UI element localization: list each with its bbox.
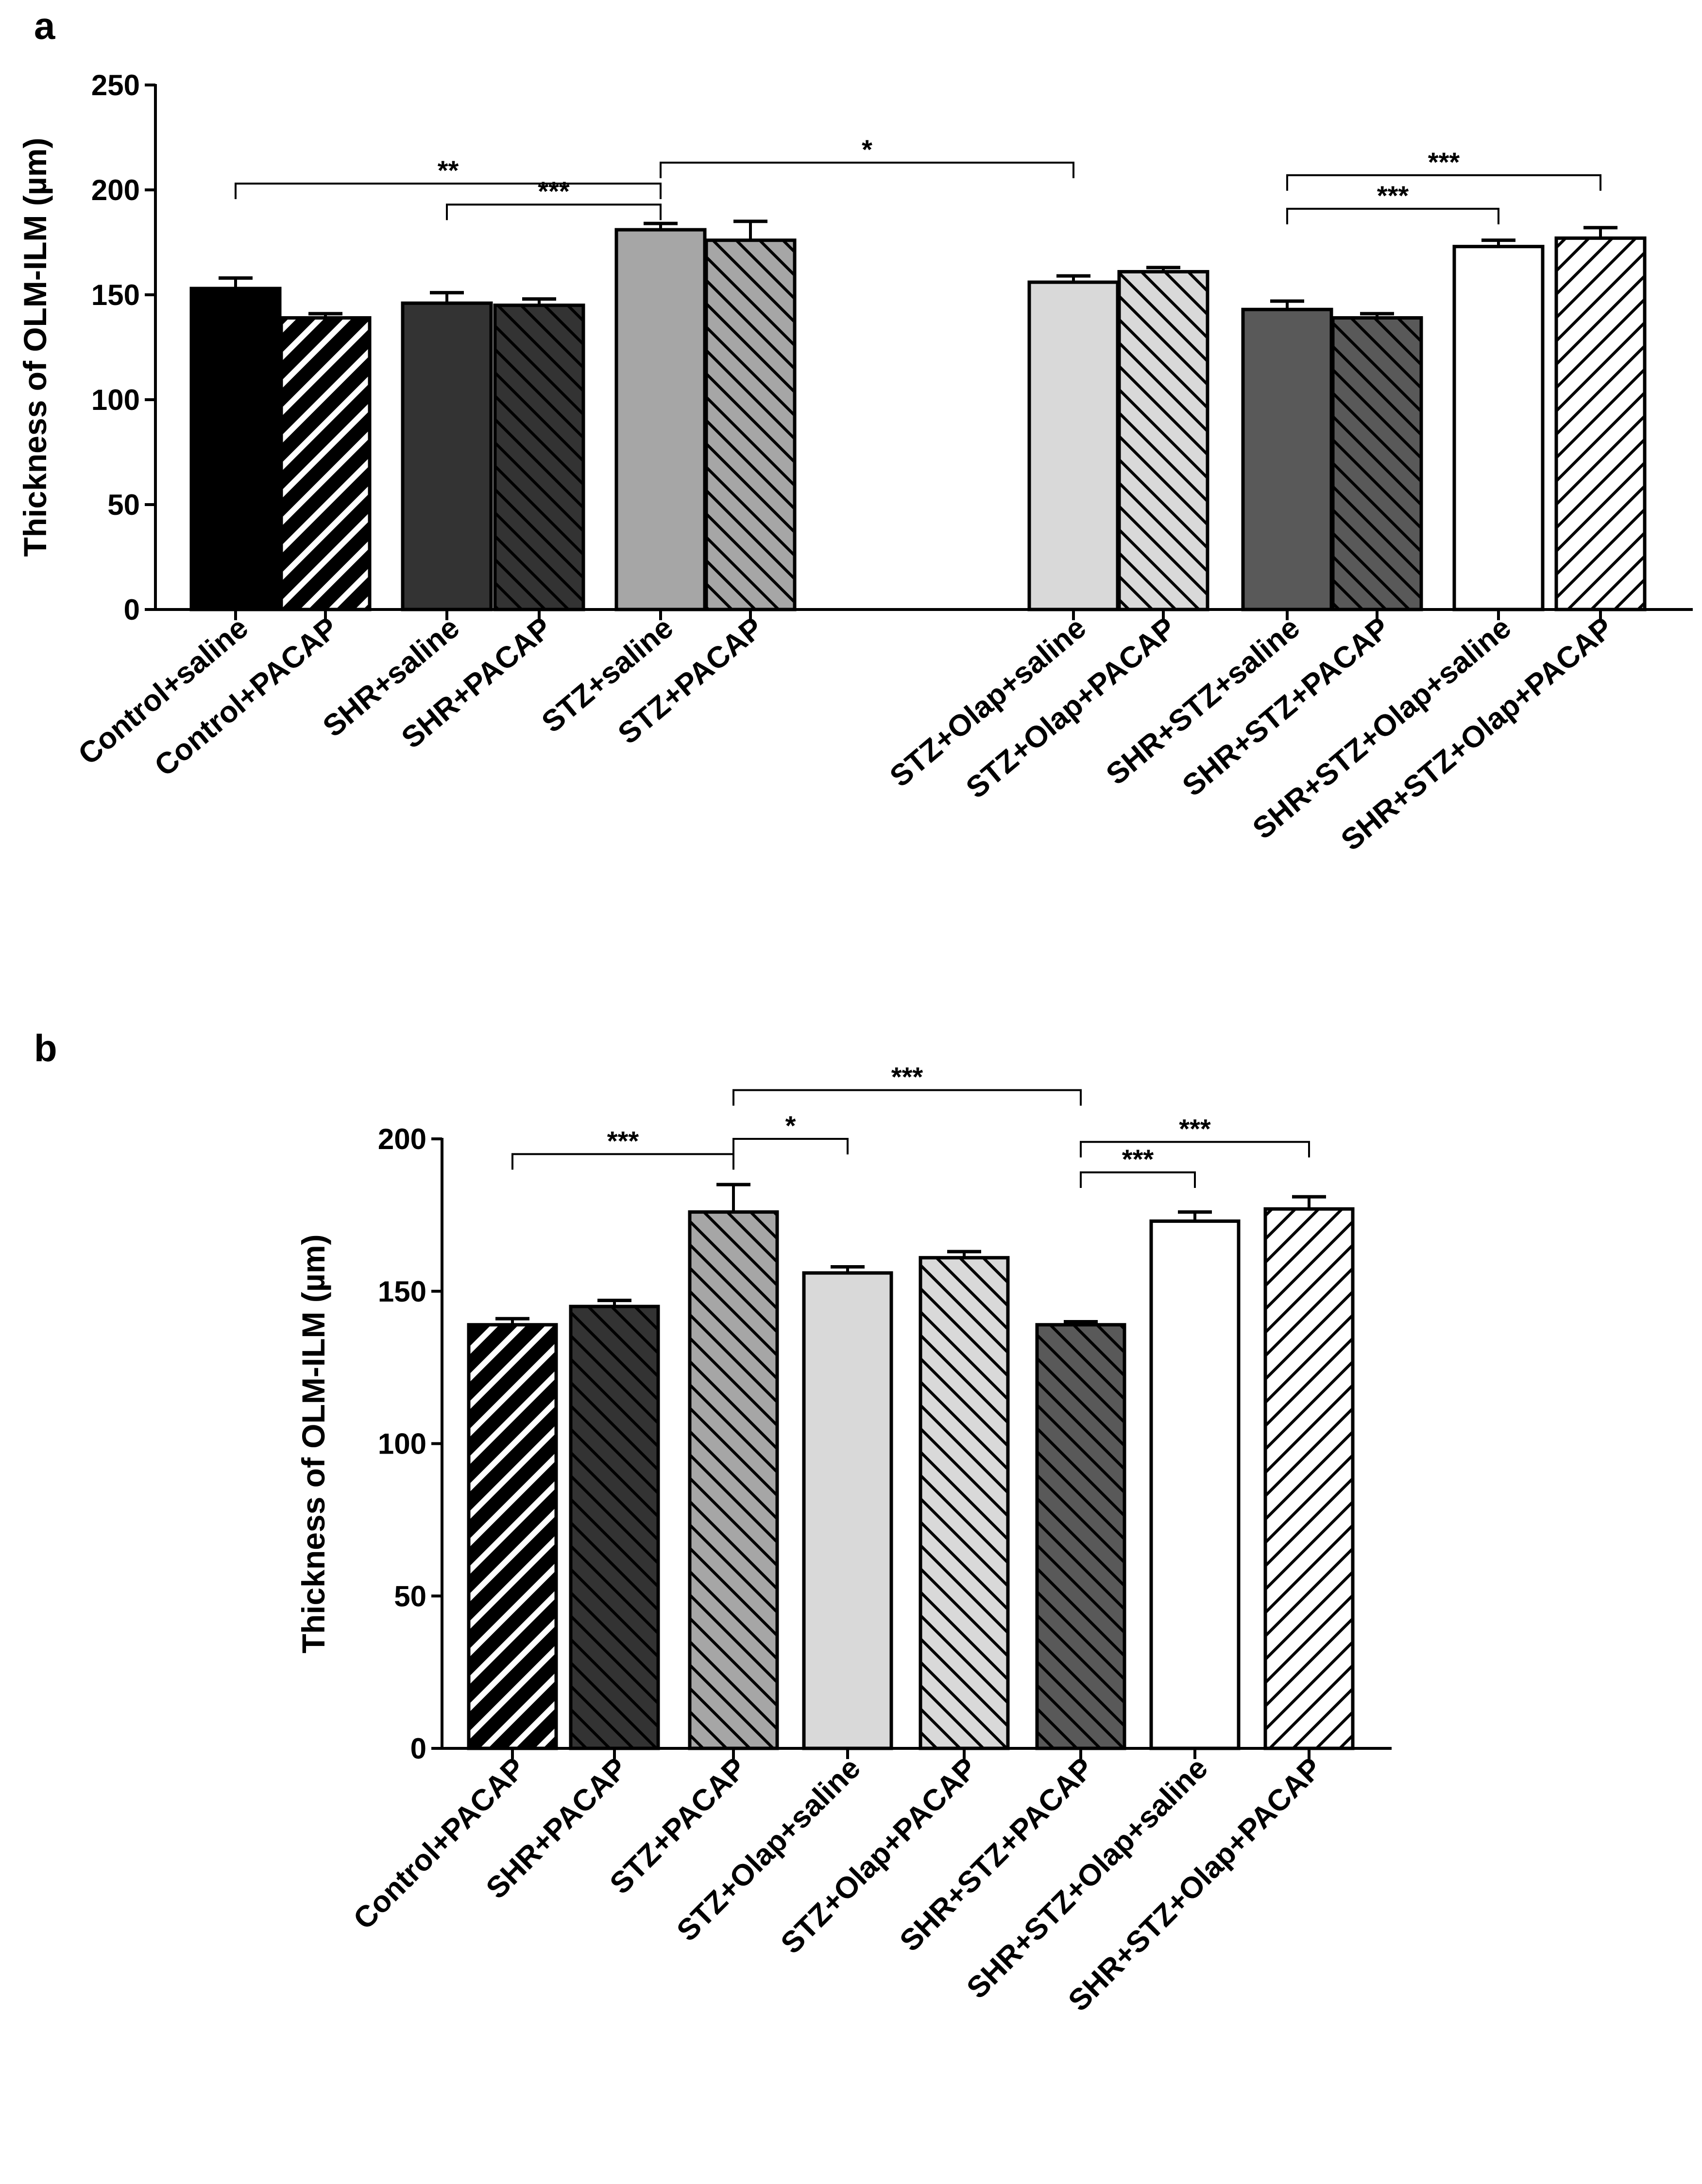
- bar-hatch: [571, 1306, 658, 1748]
- bar: [804, 1273, 891, 1748]
- significance-label: *: [785, 1110, 796, 1141]
- bar-hatch: [1037, 1324, 1124, 1748]
- significance-label: ***: [891, 1062, 923, 1092]
- category-label: Control+PACAP: [347, 1751, 531, 1936]
- chart-a: Thickness of OLM-ILM (µm) 0 50 100 150 200 250…: [17, 69, 1693, 857]
- bar-hatch: [1556, 238, 1645, 609]
- y-tick-label: 50: [394, 1580, 426, 1612]
- significance-label: ***: [1122, 1144, 1154, 1174]
- y-tick-label: 250: [91, 69, 140, 102]
- significance-label: ***: [1428, 147, 1460, 177]
- significance-label: *: [862, 134, 872, 165]
- bar-hatch: [920, 1257, 1008, 1748]
- significance-bracket: [235, 183, 662, 200]
- significance-bracket: [1080, 1141, 1310, 1158]
- bar: [1243, 309, 1331, 609]
- y-tick-label: 200: [378, 1123, 426, 1155]
- bar: [1151, 1221, 1239, 1748]
- y-axis-title: Thickness of OLM-ILM (µm): [295, 1234, 331, 1653]
- significance-label: ***: [607, 1125, 639, 1156]
- y-tick-label: 100: [378, 1428, 426, 1460]
- category-label: STZ+Olap+PACAP: [774, 1751, 983, 1960]
- significance-label: **: [438, 155, 459, 186]
- bar-hatch: [281, 318, 370, 609]
- significance-label: ***: [538, 176, 570, 206]
- y-tick-label: 100: [91, 384, 140, 416]
- category-label: SHR+STZ+PACAP: [893, 1751, 1100, 1958]
- bar: [1029, 282, 1118, 609]
- bar-hatch: [469, 1324, 556, 1748]
- panel-a-label: a: [34, 4, 55, 47]
- panel-b-label: b: [34, 1027, 57, 1069]
- significance-bracket: [660, 161, 1074, 178]
- chart-b: Thickness of OLM-ILM (µm) 0 50 100 150 200 Con…: [295, 1062, 1392, 2018]
- significance-bracket: [732, 1138, 849, 1154]
- bar: [191, 288, 280, 609]
- y-tick-label: 150: [378, 1275, 426, 1308]
- significance-bracket: [1286, 207, 1499, 224]
- bar-hatch: [1333, 318, 1421, 609]
- bar-hatch: [690, 1212, 777, 1748]
- significance-bracket: [446, 203, 662, 220]
- significance-bracket: [511, 1153, 734, 1170]
- significance-bracket: [732, 1089, 1082, 1106]
- category-label: SHR+STZ+Olap+saline: [960, 1751, 1214, 2005]
- significance-label: ***: [1377, 180, 1409, 211]
- bar: [403, 303, 491, 609]
- y-tick-label: 50: [107, 489, 140, 521]
- significance-bracket: [1286, 174, 1601, 191]
- bar-hatch: [1119, 271, 1208, 609]
- significance-bracket: [1080, 1171, 1196, 1188]
- significance-label: ***: [1179, 1113, 1211, 1144]
- y-tick-label: 0: [410, 1732, 426, 1765]
- y-tick-label: 150: [91, 279, 140, 311]
- bar-hatch: [706, 240, 795, 609]
- bar-hatch: [1265, 1209, 1353, 1748]
- bar: [616, 230, 705, 610]
- y-tick-label: 0: [124, 593, 140, 626]
- y-axis-title: Thickness of OLM-ILM (µm): [17, 137, 53, 557]
- bar-hatch: [495, 305, 583, 609]
- bar: [1454, 246, 1543, 609]
- y-tick-label: 200: [91, 174, 140, 206]
